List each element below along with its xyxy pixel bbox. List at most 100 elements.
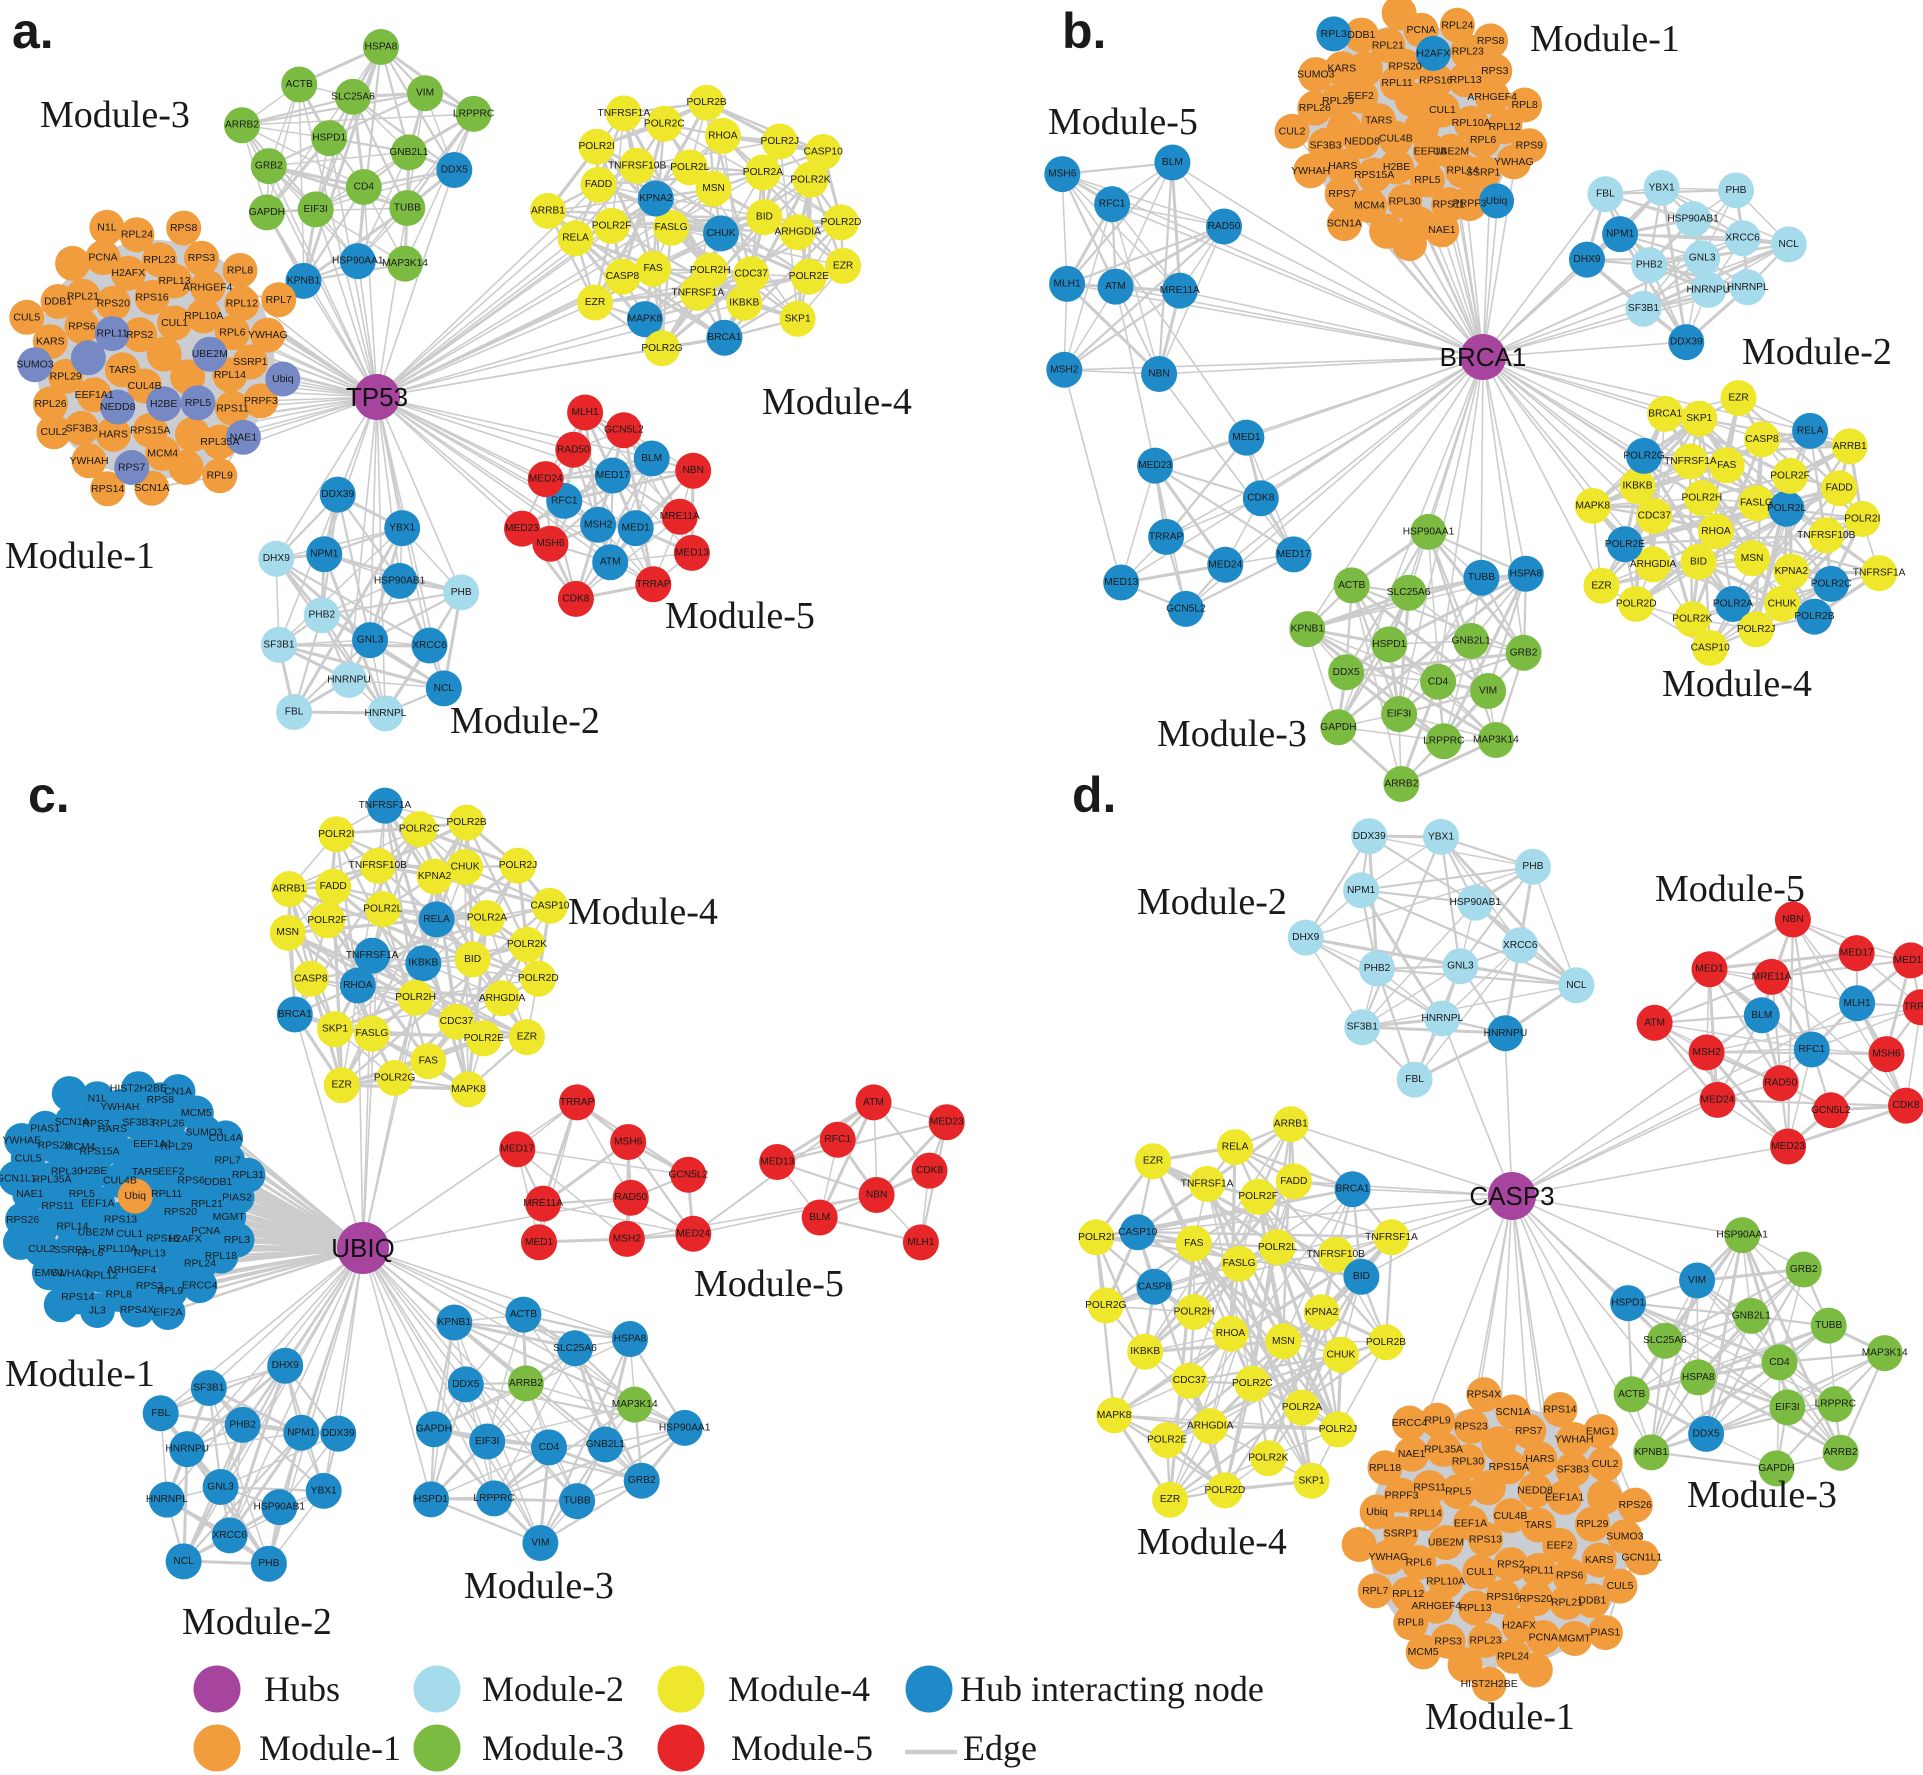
svg-text:RAD50: RAD50 [557,444,590,455]
svg-text:Module-3: Module-3 [1687,1474,1837,1516]
svg-text:MAP3K14: MAP3K14 [612,1399,658,1410]
svg-text:RPS8: RPS8 [1477,35,1505,47]
svg-text:RHOA: RHOA [708,130,738,141]
svg-text:BID: BID [1690,556,1707,567]
svg-text:CASP10: CASP10 [804,147,843,158]
svg-text:RPS4X: RPS4X [1467,1389,1501,1401]
svg-text:YWHAH: YWHAH [1291,165,1330,177]
svg-text:GRB2: GRB2 [628,1475,656,1486]
svg-text:ARRB1: ARRB1 [1274,1119,1308,1130]
svg-text:RAD50: RAD50 [1764,1078,1797,1089]
svg-text:DHX9: DHX9 [263,553,291,564]
svg-text:FASLG: FASLG [1740,498,1773,509]
svg-text:DDX5: DDX5 [1693,1428,1721,1439]
svg-text:POLR2K: POLR2K [1248,1453,1288,1464]
svg-text:RPL5: RPL5 [1414,174,1440,186]
svg-text:DHX9: DHX9 [272,1360,300,1371]
svg-text:Module-1: Module-1 [1425,1696,1575,1738]
svg-text:MSH2: MSH2 [613,1233,642,1244]
svg-text:c.: c. [28,767,70,823]
svg-text:GAPDH: GAPDH [1758,1463,1794,1474]
svg-text:EIF3I: EIF3I [1775,1402,1799,1413]
svg-text:RPL9: RPL9 [1424,1414,1450,1426]
svg-text:DHX9: DHX9 [1292,932,1320,943]
svg-text:SF3B1: SF3B1 [1628,303,1659,314]
svg-text:POLR2D: POLR2D [821,217,862,228]
svg-text:POLR2J: POLR2J [1319,1424,1358,1435]
svg-text:KPNA2: KPNA2 [639,193,673,204]
svg-text:XRCC6: XRCC6 [412,640,447,651]
svg-text:SKP1: SKP1 [1298,1475,1324,1486]
svg-text:VIM: VIM [416,88,434,99]
svg-text:RPS20: RPS20 [97,297,130,309]
svg-text:POLR2I: POLR2I [578,141,614,152]
svg-text:MLH1: MLH1 [572,407,600,418]
svg-text:PIAS2: PIAS2 [222,1191,252,1203]
svg-text:BLM: BLM [1751,1010,1772,1021]
svg-text:RPL29: RPL29 [160,1141,192,1153]
svg-text:PHB: PHB [258,1558,279,1569]
svg-text:NPM1: NPM1 [287,1427,316,1438]
svg-text:SUMO3: SUMO3 [185,1126,223,1138]
svg-text:MRE11A: MRE11A [1752,971,1792,982]
svg-text:CDK8: CDK8 [562,593,590,604]
svg-text:PCNA: PCNA [1407,24,1436,36]
svg-text:GRB2: GRB2 [255,161,283,172]
svg-text:RPL24: RPL24 [121,229,153,241]
svg-text:RPL5: RPL5 [1445,1486,1471,1498]
svg-text:RPL24: RPL24 [184,1258,216,1270]
svg-text:EZR: EZR [332,1080,352,1091]
svg-text:POLR2E: POLR2E [1605,539,1645,550]
svg-text:SCN1A: SCN1A [1495,1406,1530,1418]
svg-text:HNRNPU: HNRNPU [1484,1028,1528,1039]
svg-text:RFC1: RFC1 [824,1134,851,1145]
svg-text:MED24: MED24 [676,1228,710,1239]
svg-text:BRCA1: BRCA1 [1648,408,1682,419]
svg-text:YBX1: YBX1 [1649,182,1675,193]
svg-text:RPS15A: RPS15A [1354,169,1394,181]
svg-text:TNFRSF10B: TNFRSF10B [608,160,667,171]
svg-text:Module-5: Module-5 [1655,868,1805,910]
svg-text:BRCA1: BRCA1 [278,1009,312,1020]
svg-text:RPL35A: RPL35A [33,1173,72,1185]
svg-text:HSPA8: HSPA8 [614,1334,647,1345]
svg-text:NCL: NCL [1779,239,1800,250]
svg-text:Module-4: Module-4 [1137,1521,1287,1563]
svg-text:IKBKB: IKBKB [408,958,438,969]
svg-text:SCN1A: SCN1A [134,482,169,494]
svg-text:NAE1: NAE1 [1428,224,1456,236]
svg-text:MRE11A: MRE11A [523,1198,563,1209]
svg-text:ACTB: ACTB [510,1309,537,1320]
svg-text:GNL3: GNL3 [1447,961,1474,972]
svg-text:RPL13: RPL13 [158,275,190,287]
svg-text:Module-2: Module-2 [450,700,600,742]
svg-text:CUL1: CUL1 [1429,104,1456,116]
svg-text:EMG1: EMG1 [35,1267,65,1279]
svg-text:MSH2: MSH2 [1692,1047,1721,1058]
svg-text:RPL21: RPL21 [1372,39,1404,51]
svg-text:YWHAG: YWHAG [1368,1551,1408,1563]
svg-text:LRPPRC: LRPPRC [473,1493,514,1504]
svg-text:H2AFX: H2AFX [111,267,145,279]
svg-text:SLC25A6: SLC25A6 [331,91,375,102]
svg-text:RPL12: RPL12 [1489,121,1521,133]
svg-text:FASLG: FASLG [655,222,688,233]
svg-text:LRPPRC: LRPPRC [1423,736,1464,747]
svg-text:UBE2M: UBE2M [1428,1537,1464,1549]
svg-text:VIM: VIM [1688,1275,1706,1286]
svg-text:POLR2G: POLR2G [641,343,682,354]
svg-text:HNRNPU: HNRNPU [165,1444,209,1455]
svg-text:NPM1: NPM1 [1606,229,1635,240]
svg-text:POLR2A: POLR2A [743,167,783,178]
svg-text:ARRB2: ARRB2 [225,120,259,131]
svg-text:MAP3K14: MAP3K14 [1473,735,1519,746]
svg-text:RPS26: RPS26 [6,1214,39,1226]
svg-text:SUMO3: SUMO3 [1606,1531,1644,1543]
svg-text:RPL12: RPL12 [1392,1588,1424,1600]
svg-text:TARS: TARS [132,1166,159,1178]
svg-text:MED17: MED17 [596,470,630,481]
svg-text:Module-2: Module-2 [1742,331,1892,373]
svg-text:GCN5L2: GCN5L2 [668,1169,708,1180]
svg-text:POLR2E: POLR2E [1147,1435,1187,1446]
svg-text:PRPF3: PRPF3 [1385,1489,1419,1501]
